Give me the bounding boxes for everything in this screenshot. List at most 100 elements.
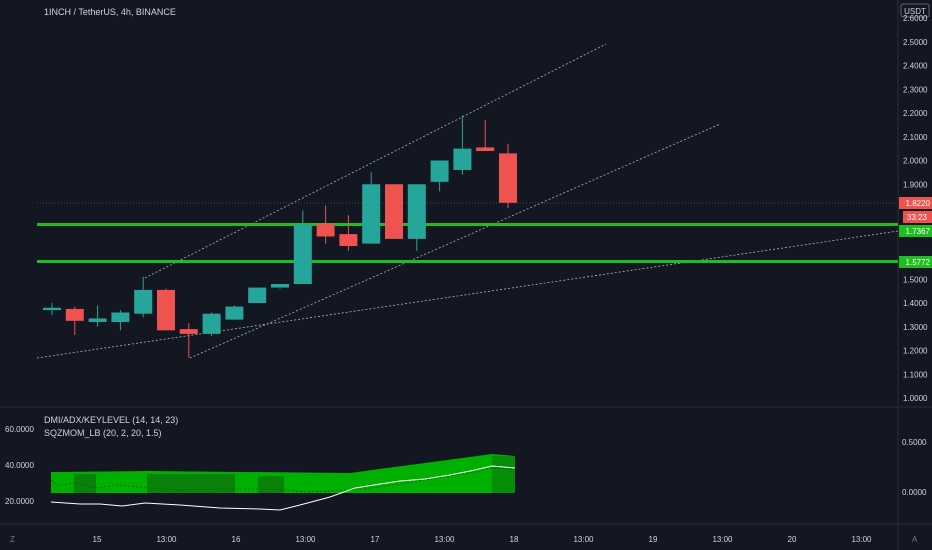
candle[interactable] [157, 288, 175, 331]
candle[interactable] [499, 143, 517, 208]
price-tick-label: 2.0000 [903, 157, 928, 166]
histogram-dark-segment [147, 474, 235, 493]
candle[interactable] [316, 205, 335, 244]
indicator-sqzmom-label[interactable]: SQZMOM_LB (20, 2, 20, 1.5) [44, 428, 162, 438]
price-tick-label: 2.2000 [903, 109, 928, 118]
candle-body [271, 284, 289, 288]
currency-button[interactable] [900, 3, 930, 18]
lower-left-tick-3: 20.0000 [5, 497, 34, 506]
candle-body [430, 160, 449, 182]
countdown-label: 33:23 [907, 213, 928, 222]
candle-body [248, 287, 267, 303]
currency-label: USDT [904, 7, 926, 16]
candle[interactable] [362, 172, 381, 244]
candle-body [316, 223, 335, 237]
price-tick-label: 1.9000 [903, 180, 928, 189]
histogram-dark-segment [258, 476, 284, 493]
price-tick-label: 1.5000 [903, 275, 928, 284]
long-trend-line[interactable] [36, 230, 899, 359]
candle-body [407, 184, 426, 239]
candle[interactable] [179, 323, 198, 358]
candle[interactable] [202, 312, 221, 337]
time-tick-label: 13:00 [295, 535, 316, 544]
level-1-badge [899, 225, 932, 237]
time-tick-label: 15 [93, 535, 102, 544]
candle-body [362, 184, 381, 244]
level-2-badge [899, 256, 932, 268]
candle[interactable] [430, 160, 449, 192]
time-axis[interactable]: 15 13:00 16 13:00 17 13:00 18 13:00 19 13:00 20 13:… [93, 535, 873, 544]
price-tick-label: 2.6000 [903, 14, 928, 23]
candle-body [385, 184, 403, 239]
candle-body [88, 318, 107, 322]
lower-right-tick-2: 0.0000 [902, 488, 927, 497]
time-tick-label: 19 [649, 535, 658, 544]
lower-left-tick-1: 60.0000 [5, 425, 34, 434]
chart-title: 1INCH / TetherUS, 4h, BINANCE [44, 7, 176, 17]
price-tick-label: 1.4000 [903, 299, 928, 308]
price-tick-label: 2.4000 [903, 62, 928, 71]
candle[interactable] [43, 303, 61, 315]
adx-line [50, 465, 516, 511]
candle[interactable] [293, 210, 312, 284]
candle-body [65, 308, 84, 321]
candle-body [499, 153, 517, 203]
time-tick-label: 17 [371, 535, 380, 544]
candle[interactable] [385, 184, 403, 239]
candle[interactable] [111, 310, 130, 331]
candle-body [202, 313, 221, 334]
indicator-dmi-label[interactable]: DMI/ADX/KEYLEVEL (14, 14, 23) [44, 415, 178, 425]
price-tick-label: 1.1000 [903, 370, 928, 379]
price-tick-label: 1.3000 [903, 323, 928, 332]
candle-body [179, 329, 198, 334]
candle[interactable] [225, 305, 244, 320]
countdown-badge [903, 211, 932, 223]
lower-left-tick-2: 40.0000 [5, 461, 34, 470]
candle[interactable] [453, 115, 472, 175]
candle-body [225, 306, 244, 320]
candle[interactable] [65, 306, 84, 336]
lower-right-tick-1: 0.5000 [902, 438, 927, 447]
time-tick-label: 18 [510, 535, 519, 544]
candle[interactable] [476, 120, 495, 151]
time-tick-label: 13:00 [712, 535, 733, 544]
candle[interactable] [134, 276, 153, 318]
histogram-dark-segment [492, 456, 515, 493]
candle[interactable] [339, 215, 358, 251]
last-price-badge [899, 197, 932, 209]
candle-body [111, 312, 130, 322]
price-tick-label: 2.1000 [903, 133, 928, 142]
candle-body [293, 224, 312, 284]
candle[interactable] [248, 287, 267, 303]
candle-body [157, 289, 175, 331]
candle-body [134, 289, 153, 314]
last-price-label: 1.8220 [906, 199, 931, 208]
time-tick-label: 20 [788, 535, 797, 544]
level-1-label: 1.7367 [906, 227, 931, 236]
candle[interactable] [407, 184, 426, 251]
price-tick-label: 2.5000 [903, 38, 928, 47]
channel-lower-line[interactable] [189, 123, 721, 359]
histogram-dark-segment [74, 474, 96, 493]
time-tick-label: 13:00 [573, 535, 594, 544]
candle[interactable] [271, 284, 289, 289]
time-tick-label: 16 [232, 535, 241, 544]
time-tick-label: 13:00 [156, 535, 177, 544]
candle-body [453, 148, 472, 170]
price-tick-label: 2.3000 [903, 85, 928, 94]
candlestick-series[interactable] [43, 115, 517, 358]
zoom-button[interactable]: Z [10, 535, 15, 544]
candle[interactable] [88, 305, 107, 327]
price-tick-label: 1.0000 [903, 394, 928, 403]
candle-body [43, 307, 61, 311]
auto-scale-button[interactable]: A [912, 535, 918, 544]
candle-body [339, 234, 358, 246]
candle-body [476, 147, 495, 151]
price-axis[interactable]: 2.6000 2.5000 2.4000 2.3000 2.2000 2.1000 2.00… [903, 14, 928, 403]
time-tick-label: 13:00 [434, 535, 455, 544]
level-2-label: 1.5772 [906, 258, 931, 267]
time-tick-label: 13:00 [851, 535, 872, 544]
squeeze-histogram[interactable] [50, 454, 516, 511]
